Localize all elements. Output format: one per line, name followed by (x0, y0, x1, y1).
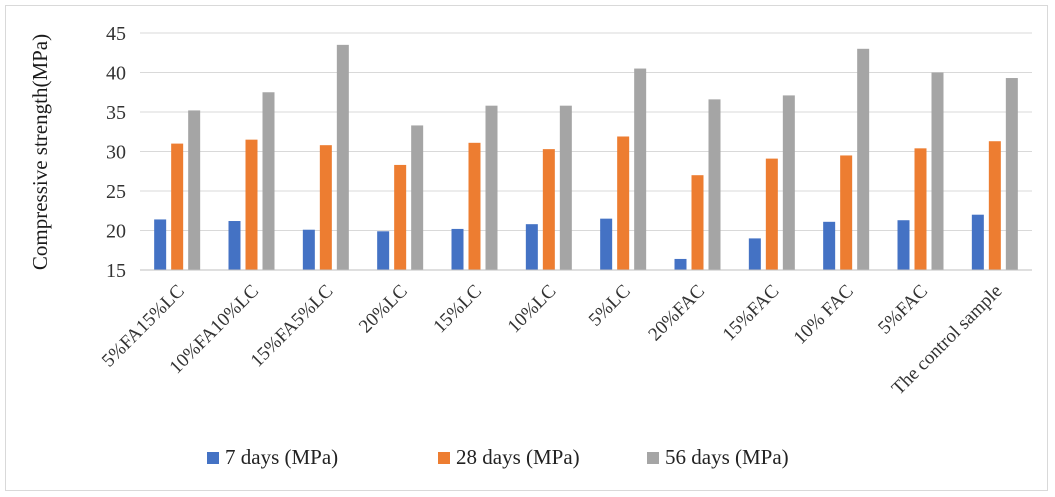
x-tick-label: 5%FAC (874, 281, 932, 339)
x-tick-label: 20%LC (355, 281, 412, 338)
legend-swatch (647, 452, 659, 464)
y-tick-label: 40 (106, 63, 126, 85)
bar (451, 228, 464, 270)
bar (525, 224, 538, 270)
y-tick-label: 15 (106, 260, 126, 282)
y-tick-label: 25 (106, 181, 126, 203)
bar (188, 110, 201, 270)
bar (674, 258, 687, 270)
bar (485, 105, 498, 271)
legend-label: 56 days (MPa) (665, 445, 789, 469)
bar (336, 44, 349, 270)
x-tick-label: 20%FAC (644, 281, 709, 346)
x-tick-label: 5%LC (585, 281, 635, 331)
bar (394, 164, 407, 270)
x-tick-label: 10% FAC (790, 281, 858, 349)
bar (857, 48, 870, 270)
bar (765, 158, 778, 270)
legend: 7 days (MPa) 28 days (MPa) 56 days (MPa) (207, 445, 789, 469)
y-tick-label: 30 (106, 142, 126, 164)
bar (262, 92, 275, 270)
bar (823, 221, 836, 270)
bar (228, 221, 241, 270)
bar (171, 143, 184, 270)
y-axis-label: Compressive strength(MPa) (28, 34, 52, 270)
bar (1005, 78, 1018, 270)
bar (245, 139, 258, 270)
bar (840, 155, 853, 270)
y-tick-label: 45 (106, 23, 126, 45)
legend-swatch (207, 452, 219, 464)
legend-label: 28 days (MPa) (456, 445, 580, 469)
legend-item: 56 days (MPa) (647, 445, 789, 469)
bar (782, 95, 795, 270)
bar (600, 218, 613, 270)
x-tick-label: 15%FAC (719, 281, 784, 346)
bar (542, 149, 555, 270)
bar (691, 175, 704, 270)
bar (411, 125, 424, 271)
bar (971, 214, 984, 270)
legend-swatch (438, 452, 450, 464)
bar (559, 105, 572, 271)
legend-item: 28 days (MPa) (438, 445, 580, 469)
x-tick-label: 15%LC (429, 281, 486, 338)
bar (897, 220, 910, 270)
bar (617, 136, 630, 270)
y-axis-ticks: 15 20 25 30 35 40 45 (106, 23, 126, 282)
bar (377, 231, 390, 270)
x-tick-label: 10%LC (504, 281, 561, 338)
legend-item: 7 days (MPa) (207, 445, 338, 469)
bar (931, 72, 944, 270)
bar (988, 141, 1001, 270)
bar (319, 145, 332, 270)
bar (748, 238, 761, 270)
bar (708, 99, 721, 270)
bar (468, 142, 481, 270)
bar (914, 148, 927, 270)
y-tick-label: 20 (106, 221, 126, 243)
bar (302, 229, 315, 270)
bar (634, 68, 647, 270)
bar (154, 219, 167, 270)
legend-label: 7 days (MPa) (225, 445, 338, 469)
gridlines (140, 32, 1032, 231)
y-tick-label: 35 (106, 102, 126, 124)
bars (154, 44, 1018, 271)
